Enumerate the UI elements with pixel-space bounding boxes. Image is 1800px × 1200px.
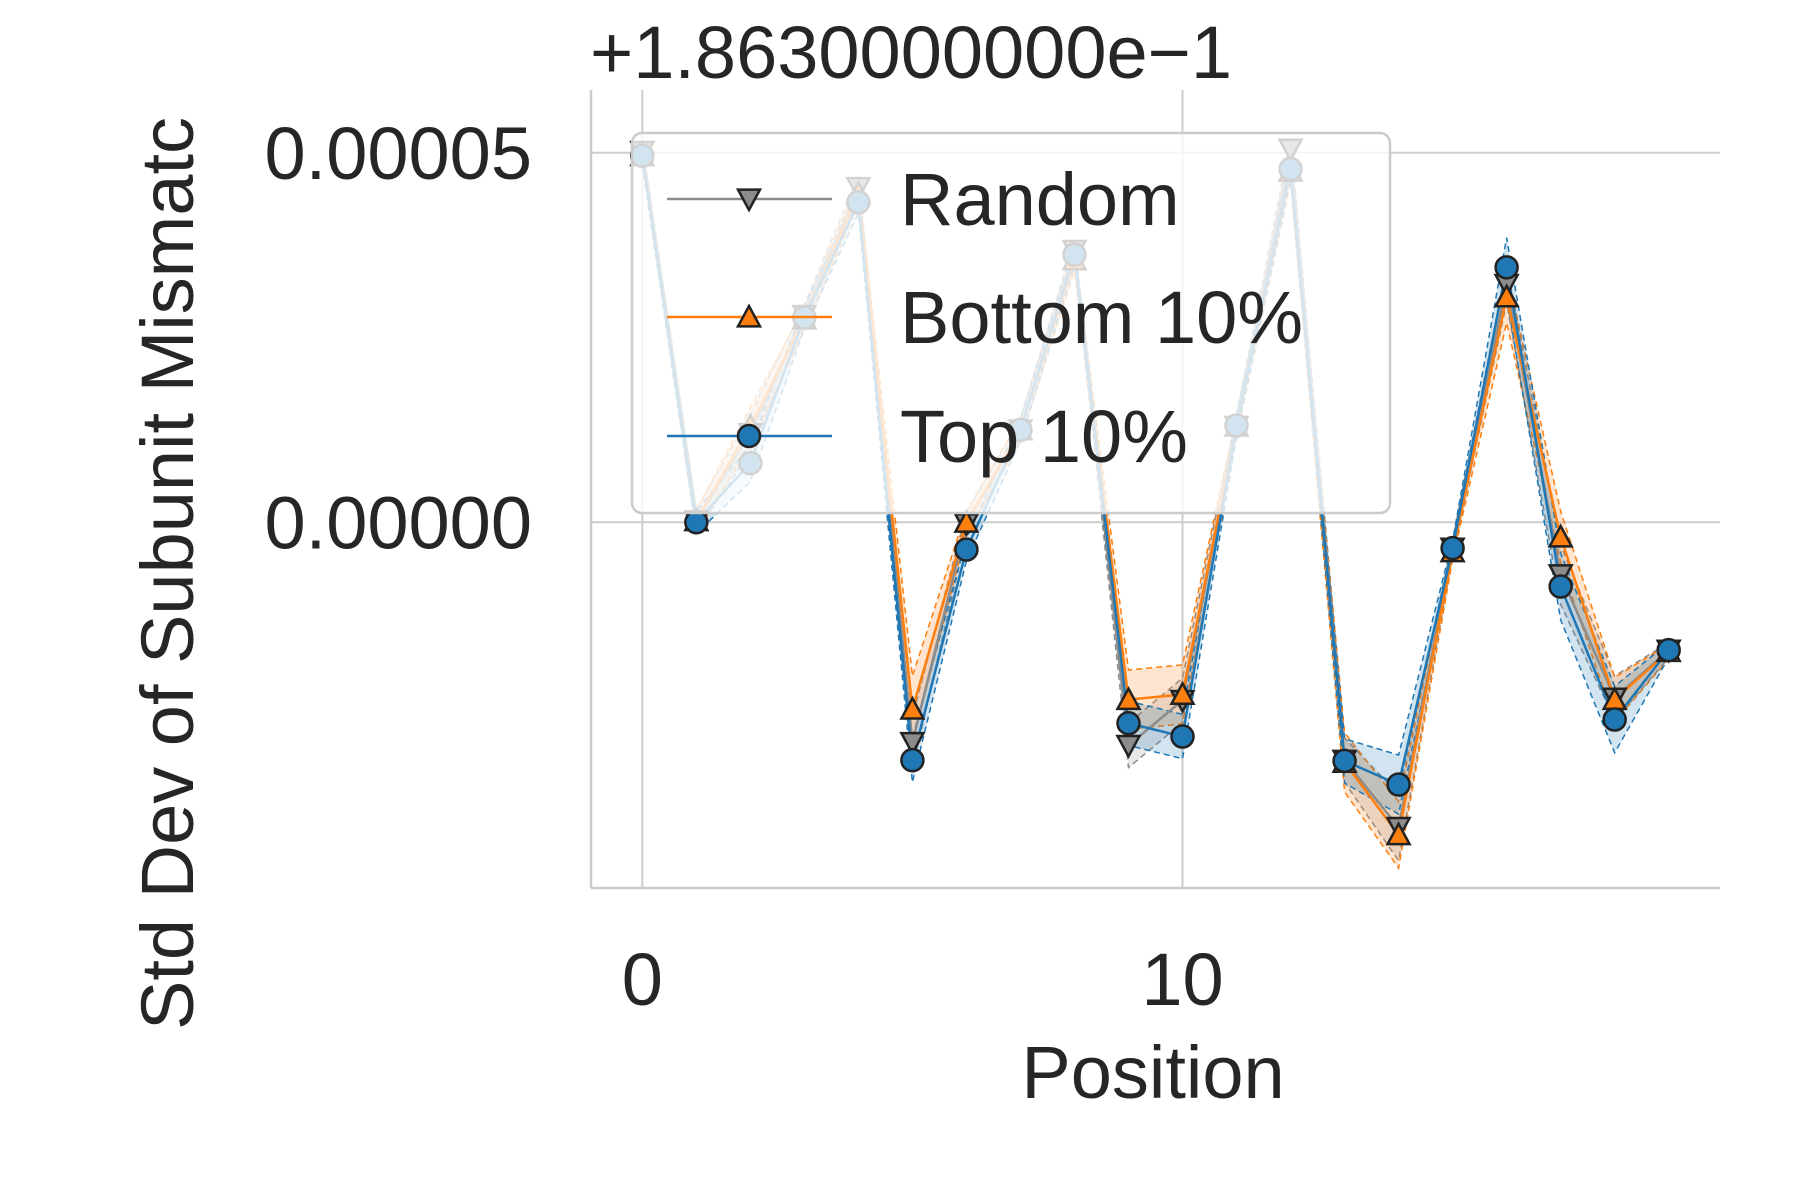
point-top-10 xyxy=(1332,748,1357,774)
point-random xyxy=(899,731,926,757)
point-top-10 xyxy=(1386,772,1411,797)
point-bottom-10 xyxy=(1385,821,1412,846)
legend-marker-top-10 xyxy=(736,423,762,449)
x-tick-label: 10 xyxy=(1141,938,1223,1021)
point-bottom-10 xyxy=(1115,685,1142,711)
point-bottom-10 xyxy=(1169,680,1196,706)
point-top-10 xyxy=(1170,724,1195,749)
point-top-10 xyxy=(1440,535,1465,561)
tick-labels: 0 10 0.00000 0.00005 xyxy=(265,112,1224,1021)
point-top-10 xyxy=(1116,710,1141,736)
y-tick-label: 0.00000 xyxy=(265,481,533,564)
point-bottom-10 xyxy=(1493,283,1520,308)
point-top-10 xyxy=(954,537,979,562)
legend-marker-random xyxy=(735,188,763,213)
point-bottom-10 xyxy=(953,508,980,533)
y-tick-label: 0.00005 xyxy=(265,112,533,195)
y-axis-label: Std Dev of Subunit Mismatc xyxy=(126,117,209,1030)
legend-label-top-10: Top 10% xyxy=(900,395,1188,478)
x-axis-label: Position xyxy=(1021,1031,1284,1114)
offset-label: +1.8630000000e−1 xyxy=(590,11,1232,94)
legend-marker-bottom-10 xyxy=(735,303,763,328)
point-top-10 xyxy=(900,747,925,773)
point-bottom-10 xyxy=(1547,523,1574,548)
point-random xyxy=(1115,734,1142,760)
axes xyxy=(589,90,1720,890)
x-tick-label: 0 xyxy=(622,938,663,1021)
point-top-10 xyxy=(684,510,709,535)
point-top-10 xyxy=(1548,574,1573,599)
point-top-10 xyxy=(1602,707,1627,732)
point-top-10 xyxy=(1656,637,1681,663)
point-bottom-10 xyxy=(899,695,926,720)
point-top-10 xyxy=(1494,255,1519,280)
legend: Random Bottom 10% Top 10% xyxy=(630,131,1392,515)
legend-box xyxy=(630,131,1392,515)
legend-label-bottom-10: Bottom 10% xyxy=(900,276,1303,359)
legend-label-random: Random xyxy=(900,158,1180,241)
